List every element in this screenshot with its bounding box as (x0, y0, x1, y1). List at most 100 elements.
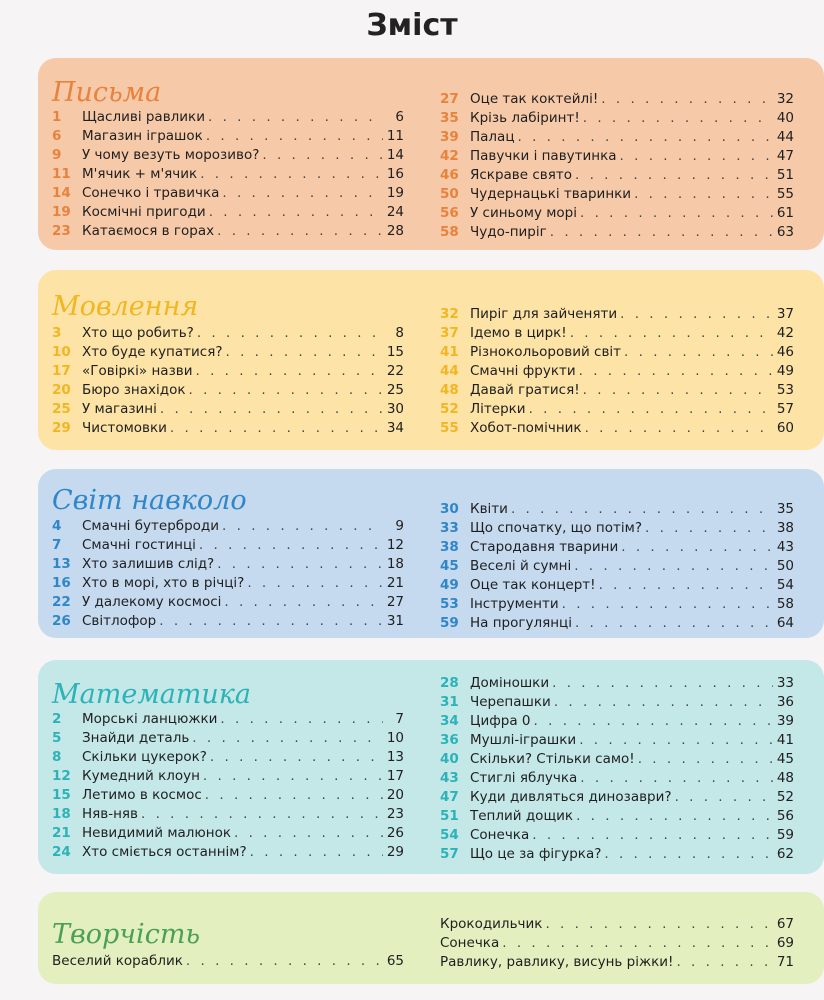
toc-entry[interactable]: 25 У магазині 30 (52, 400, 404, 419)
toc-entry[interactable]: 16 Хто в морі, хто в річці? 21 (52, 574, 404, 593)
toc-entry[interactable]: 59 На прогулянці 64 (440, 614, 794, 633)
toc-entry[interactable]: 55 Хобот-помічник 60 (440, 419, 794, 438)
dot-leader (141, 805, 383, 824)
entry-number: 45 (440, 558, 459, 574)
toc-entry[interactable]: 35 Крізь лабіринт! 40 (440, 109, 794, 128)
toc-entry[interactable]: 38 Стародавня тварини 43 (440, 538, 794, 557)
toc-entry[interactable]: 7 Смачні гостинці 12 (52, 536, 404, 555)
toc-entry[interactable]: 27 Оце так коктейлі! 32 (440, 90, 794, 109)
toc-entry[interactable]: 32 Пиріг для зайченяти 37 (440, 305, 794, 324)
toc-entry[interactable]: 37 Ідемо в цирк! 42 (440, 324, 794, 343)
entry-title: Доміношки (470, 675, 550, 691)
toc-entry[interactable]: 50 Чудернацькі тваринки 55 (440, 185, 794, 204)
entry-number: 17 (52, 363, 71, 379)
entry-title: Морські ланцюжки (82, 711, 218, 727)
entry-title: Бюро знахідок (82, 382, 186, 398)
toc-entry[interactable]: 45 Веселі й сумні 50 (440, 557, 794, 576)
dot-leader (604, 845, 773, 864)
toc-entry[interactable]: 26 Світлофор 31 (52, 612, 404, 631)
toc-entry[interactable]: 29 Чистомовки 34 (52, 419, 404, 438)
entry-title: М'ячик + м'ячик (82, 166, 198, 182)
toc-entry[interactable]: 28 Доміношки 33 (440, 674, 794, 693)
toc-entry[interactable]: 8 Скільки цукерок? 13 (52, 748, 404, 767)
toc-entry[interactable]: 24 Хто сміється останнім? 29 (52, 843, 404, 862)
toc-entry[interactable]: 6 Магазин іграшок 11 (52, 127, 404, 146)
entry-title: Магазин іграшок (82, 128, 203, 144)
toc-entry[interactable]: Сонечка 69 (440, 934, 794, 953)
toc-entry[interactable]: 4 Смачні бутерброди 9 (52, 517, 404, 536)
toc-entry[interactable]: 36 Мушлі-іграшки 41 (440, 731, 794, 750)
toc-entry[interactable]: Равлику, равлику, висунь ріжки! 71 (440, 953, 794, 972)
toc-entry[interactable]: 53 Інструменти 58 (440, 595, 794, 614)
toc-entry[interactable]: 2 Морські ланцюжки 7 (52, 710, 404, 729)
page-number: 25 (386, 382, 404, 398)
entry-number: 21 (52, 825, 71, 841)
entry-title: Світлофор (82, 613, 157, 629)
toc-entry[interactable]: 5 Знайди деталь 10 (52, 729, 404, 748)
toc-entry[interactable]: 42 Павучки і павутинка 47 (440, 147, 794, 166)
toc-entry[interactable]: 23 Катаємося в горах 28 (52, 222, 404, 241)
toc-entry[interactable]: 43 Стиглі яблучка 48 (440, 769, 794, 788)
section-title: Світ навколо (52, 485, 247, 516)
toc-entry[interactable]: 14 Сонечко і травичка 19 (52, 184, 404, 203)
toc-entry[interactable]: 52 Літерки 57 (440, 400, 794, 419)
toc-entry[interactable]: 22 У далекому космосі 27 (52, 593, 404, 612)
toc-entry[interactable]: 39 Палац 44 (440, 128, 794, 147)
dot-leader (645, 519, 773, 538)
toc-entry[interactable]: 34 Цифра 0 39 (440, 712, 794, 731)
toc-entry[interactable]: 44 Смачні фрукти 49 (440, 362, 794, 381)
entry-number: 24 (52, 844, 71, 860)
dot-leader (675, 788, 773, 807)
toc-entry[interactable]: Крокодильчик 67 (440, 915, 794, 934)
toc-entry[interactable]: 49 Оце так концерт! 54 (440, 576, 794, 595)
entry-number: 39 (440, 129, 459, 145)
toc-entry[interactable]: 47 Куди дивляться динозаври? 52 (440, 788, 794, 807)
dot-leader (196, 362, 384, 381)
toc-entry[interactable]: 54 Сонечка 59 (440, 826, 794, 845)
toc-entry[interactable]: 21 Невидимий малюнок 26 (52, 824, 404, 843)
page-number: 32 (776, 91, 794, 107)
entry-title: Крокодильчик (440, 916, 543, 932)
toc-entry[interactable]: 40 Скільки? Стільки само! 45 (440, 750, 794, 769)
entry-title: Пиріг для зайченяти (470, 306, 618, 322)
entry-title: Хто що робить? (82, 325, 194, 341)
toc-entry[interactable]: 57 Що це за фігурка? 62 (440, 845, 794, 864)
page-number: 61 (776, 205, 794, 221)
toc-entry[interactable]: 46 Яскраве свято 51 (440, 166, 794, 185)
toc-entry[interactable]: Веселий кораблик 65 (52, 952, 404, 971)
toc-entry[interactable]: 3 Хто що робить? 8 (52, 324, 404, 343)
page-number: 46 (776, 344, 794, 360)
toc-entry[interactable]: 48 Давай гратися! 53 (440, 381, 794, 400)
toc-entry[interactable]: 30 Квіти 35 (440, 500, 794, 519)
dot-leader (621, 538, 773, 557)
entry-title: Стародавня тварини (470, 539, 619, 555)
toc-entry[interactable]: 11 М'ячик + м'ячик 16 (52, 165, 404, 184)
toc-entry[interactable]: 19 Космічні пригоди 24 (52, 203, 404, 222)
toc-entry[interactable]: 51 Теплий дощик 56 (440, 807, 794, 826)
toc-entry[interactable]: 41 Різнокольоровий світ 46 (440, 343, 794, 362)
entry-title: У синьому морі (470, 205, 577, 221)
toc-entry[interactable]: 17 «Говіркі» назви 22 (52, 362, 404, 381)
toc-entry[interactable]: 58 Чудо-пиріг 63 (440, 223, 794, 242)
entry-number: 52 (440, 401, 459, 417)
dot-leader (580, 769, 773, 788)
toc-entry[interactable]: 9 У чому везуть морозиво? 14 (52, 146, 404, 165)
toc-entry[interactable]: 15 Летимо в космос 20 (52, 786, 404, 805)
page-number: 64 (776, 615, 794, 631)
toc-entry[interactable]: 33 Що спочатку, що потім? 38 (440, 519, 794, 538)
entry-title: Сонечко і травичка (82, 185, 220, 201)
entry-title: Знайди деталь (82, 730, 190, 746)
toc-entry[interactable]: 56 У синьому морі 61 (440, 204, 794, 223)
toc-entry[interactable]: 31 Черепашки 36 (440, 693, 794, 712)
toc-entry[interactable]: 18 Няв-няв 23 (52, 805, 404, 824)
toc-entry[interactable]: 1 Щасливі равлики 6 (52, 108, 404, 127)
toc-entry[interactable]: 10 Хто буде купатися? 15 (52, 343, 404, 362)
section-title: Мовлення (52, 291, 199, 322)
page-number: 35 (776, 501, 794, 517)
toc-entry[interactable]: 12 Кумедний клоун 17 (52, 767, 404, 786)
entry-title: Космічні пригоди (82, 204, 206, 220)
entry-number: 28 (440, 675, 459, 691)
toc-entry[interactable]: 13 Хто залишив слід? 18 (52, 555, 404, 574)
toc-entry[interactable]: 20 Бюро знахідок 25 (52, 381, 404, 400)
